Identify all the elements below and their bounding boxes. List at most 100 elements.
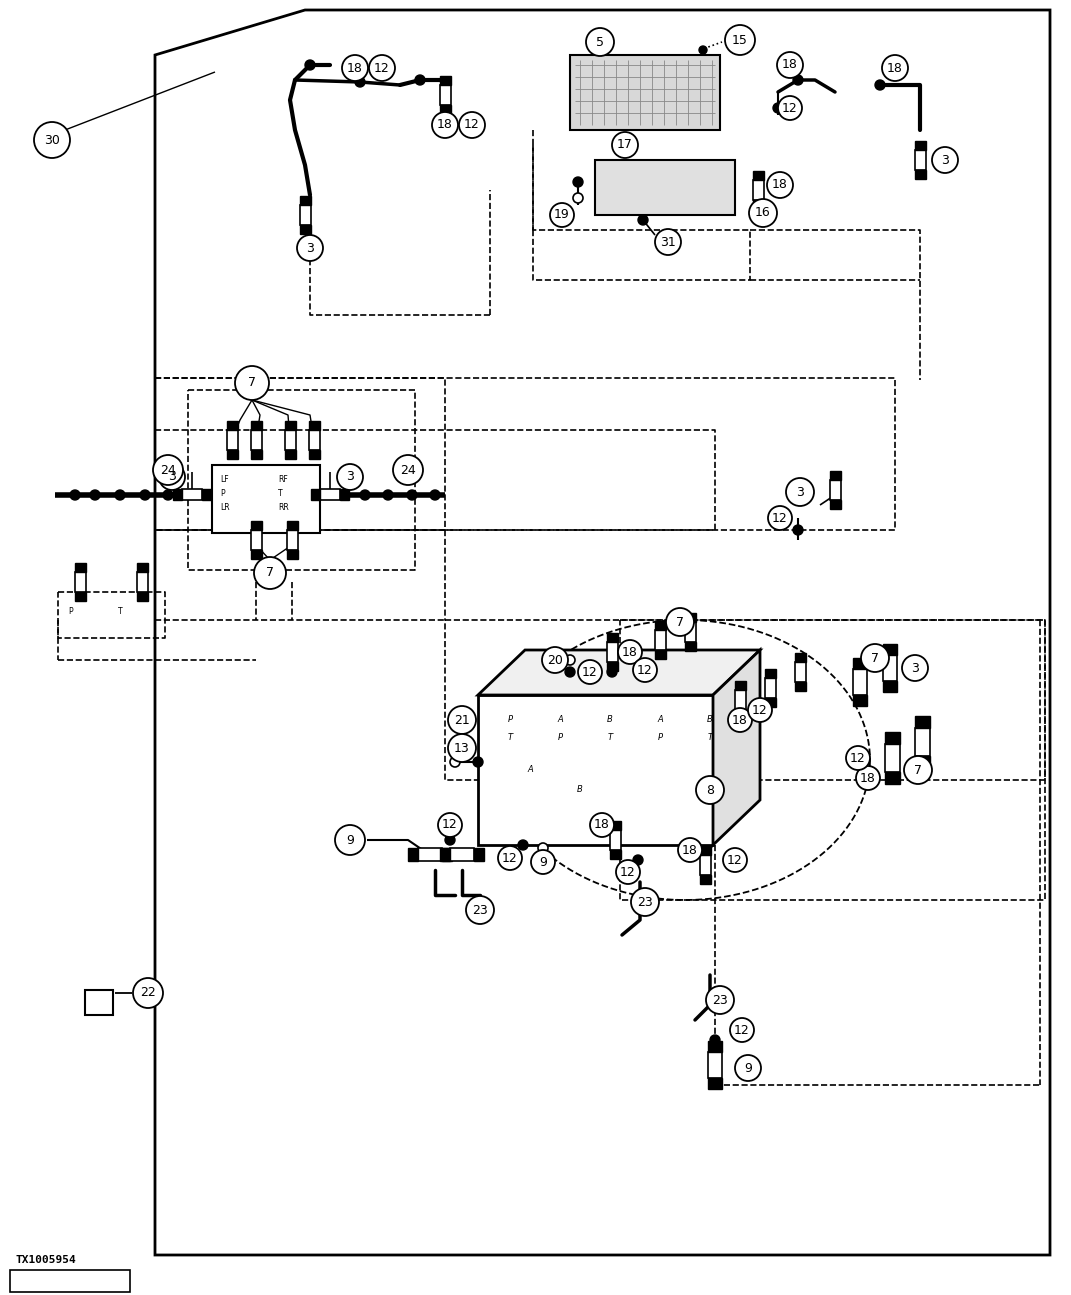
Bar: [655, 650, 666, 659]
Text: B: B: [577, 786, 583, 795]
Bar: [765, 670, 776, 679]
Bar: [607, 642, 618, 662]
Text: 12: 12: [727, 853, 743, 866]
Bar: [320, 490, 340, 500]
Circle shape: [586, 28, 614, 56]
Circle shape: [723, 848, 746, 872]
Circle shape: [696, 776, 724, 804]
Text: 13: 13: [454, 742, 470, 755]
Circle shape: [550, 203, 574, 227]
Circle shape: [407, 490, 417, 500]
Text: 18: 18: [782, 58, 798, 71]
Bar: [883, 681, 897, 692]
Bar: [915, 756, 930, 768]
Bar: [300, 196, 311, 205]
Text: P: P: [558, 733, 562, 742]
Circle shape: [432, 111, 458, 139]
Text: T: T: [708, 733, 712, 742]
Circle shape: [459, 111, 485, 139]
Text: 18: 18: [622, 645, 638, 658]
Bar: [251, 430, 262, 449]
Bar: [885, 732, 900, 745]
Text: 18: 18: [887, 61, 903, 75]
Text: RF: RF: [278, 475, 288, 484]
Text: 3: 3: [346, 470, 353, 483]
Circle shape: [473, 758, 483, 767]
Bar: [75, 572, 86, 592]
Text: 7: 7: [914, 764, 922, 777]
Bar: [478, 695, 713, 846]
Text: A: A: [658, 716, 663, 724]
Circle shape: [767, 172, 793, 198]
Circle shape: [70, 490, 80, 500]
Circle shape: [448, 734, 476, 761]
Bar: [765, 679, 776, 698]
Circle shape: [678, 838, 702, 862]
Bar: [708, 1041, 722, 1052]
Bar: [853, 658, 868, 670]
Bar: [915, 141, 926, 150]
Text: RR: RR: [278, 504, 289, 513]
Bar: [202, 490, 211, 500]
Circle shape: [618, 640, 642, 664]
Circle shape: [578, 660, 602, 684]
Bar: [883, 644, 897, 655]
Circle shape: [34, 122, 70, 158]
Bar: [418, 848, 442, 861]
Circle shape: [163, 490, 174, 500]
Bar: [310, 449, 320, 458]
Bar: [753, 171, 764, 180]
Text: LF: LF: [220, 475, 228, 484]
Text: 12: 12: [442, 818, 458, 831]
Bar: [287, 521, 298, 530]
Bar: [610, 821, 621, 830]
Circle shape: [466, 896, 494, 925]
Bar: [174, 490, 182, 500]
Bar: [287, 530, 298, 550]
Text: 18: 18: [437, 119, 453, 132]
Text: 7: 7: [266, 566, 274, 579]
Text: 23: 23: [637, 896, 653, 909]
Circle shape: [115, 490, 125, 500]
Circle shape: [612, 132, 638, 158]
Text: 5: 5: [595, 35, 604, 48]
Circle shape: [337, 464, 363, 490]
Bar: [735, 690, 746, 710]
Bar: [440, 105, 451, 114]
Circle shape: [773, 104, 783, 113]
Circle shape: [633, 658, 657, 682]
Bar: [753, 199, 764, 208]
Text: 18: 18: [860, 772, 876, 785]
Bar: [885, 772, 900, 783]
Text: 12: 12: [583, 666, 598, 679]
Text: 9: 9: [346, 834, 353, 847]
Circle shape: [438, 813, 462, 837]
Text: 12: 12: [734, 1023, 750, 1036]
Bar: [285, 449, 296, 458]
Bar: [287, 550, 298, 559]
Circle shape: [856, 767, 880, 790]
Bar: [915, 716, 930, 728]
Bar: [830, 480, 841, 500]
Circle shape: [235, 366, 269, 400]
Bar: [75, 592, 86, 601]
Bar: [735, 710, 746, 719]
Circle shape: [883, 54, 908, 82]
Bar: [227, 449, 238, 458]
Bar: [442, 848, 452, 861]
Text: 8: 8: [706, 783, 714, 796]
Circle shape: [573, 177, 583, 186]
Text: T: T: [118, 607, 122, 616]
Bar: [607, 633, 618, 642]
Bar: [137, 563, 148, 572]
Bar: [765, 698, 776, 707]
Bar: [708, 1052, 722, 1077]
Bar: [853, 670, 868, 695]
Text: 24: 24: [161, 464, 176, 477]
Polygon shape: [570, 54, 720, 130]
Bar: [685, 642, 696, 651]
Bar: [251, 421, 262, 430]
Text: 3: 3: [941, 154, 949, 167]
Text: B: B: [607, 716, 613, 724]
Circle shape: [904, 756, 932, 783]
